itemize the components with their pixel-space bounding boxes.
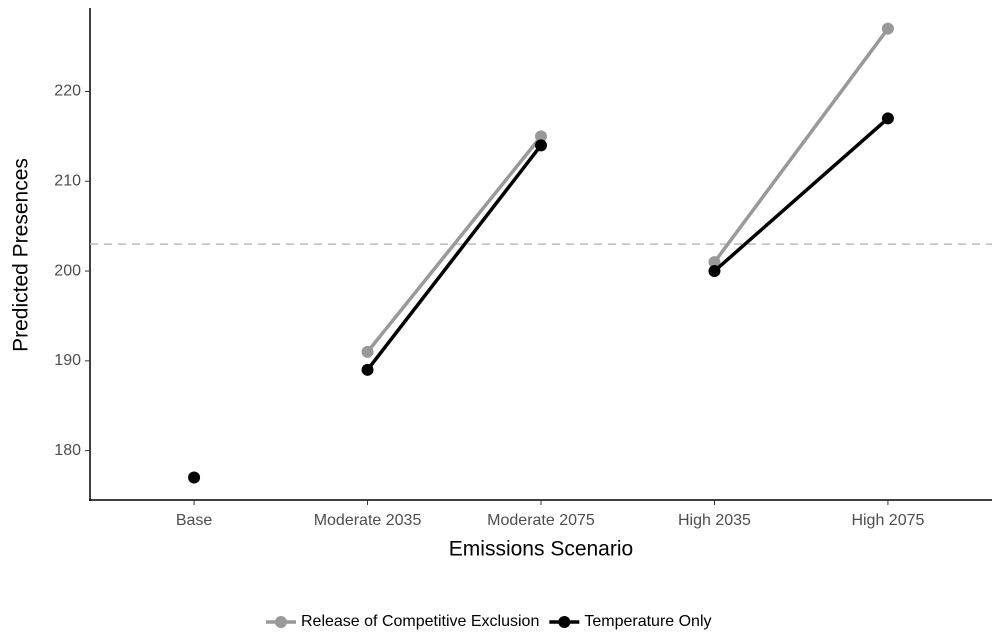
x-tick-label: Moderate 2035	[314, 512, 422, 529]
y-axis-title: Predicted Presences	[10, 158, 33, 352]
legend-label: Temperature Only	[584, 613, 711, 630]
y-tick-label: 180	[54, 442, 81, 459]
legend-swatch-dot	[275, 616, 287, 628]
x-tick-label: Moderate 2075	[487, 512, 595, 529]
data-point	[361, 363, 374, 376]
data-point	[535, 130, 547, 143]
series-line	[713, 27, 890, 264]
series-line	[713, 117, 890, 273]
y-tick-label: 200	[54, 262, 81, 279]
x-axis-title: Emissions Scenario	[449, 538, 633, 561]
data-point	[708, 256, 721, 269]
y-tick-label: 220	[54, 83, 81, 100]
y-tick-label: 190	[54, 352, 81, 369]
data-point	[881, 22, 894, 35]
x-tick-label: Base	[176, 512, 213, 529]
series-line	[366, 144, 543, 371]
data-point	[708, 265, 721, 278]
data-point	[535, 139, 547, 152]
data-point	[361, 345, 374, 358]
legend-swatch-dot	[558, 616, 571, 628]
data-point	[881, 112, 894, 125]
y-tick-label: 210	[54, 172, 81, 189]
series-line	[366, 135, 543, 353]
legend-label: Release of Competitive Exclusion	[301, 613, 539, 630]
x-tick-label: High 2035	[678, 512, 751, 529]
x-tick-label: High 2075	[851, 512, 924, 529]
data-point	[188, 471, 201, 484]
